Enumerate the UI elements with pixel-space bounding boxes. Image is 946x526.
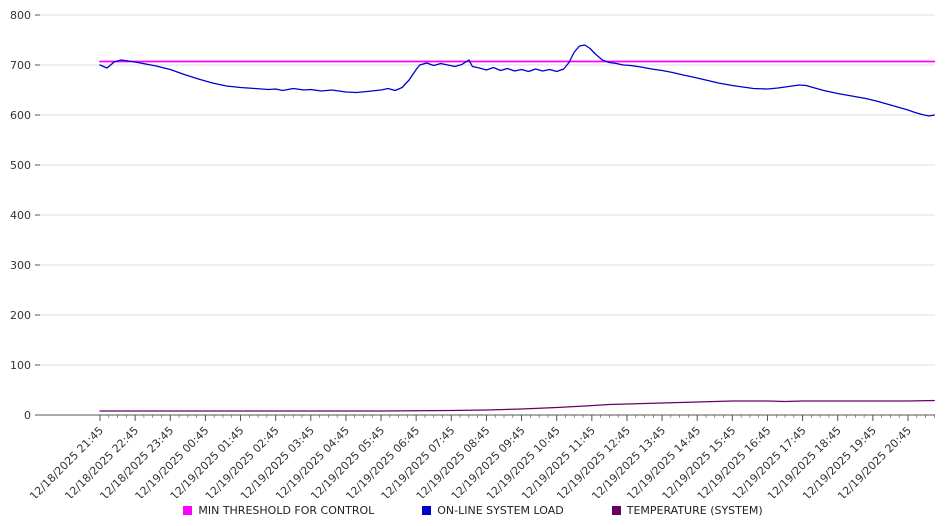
y-tick-label: 500: [10, 159, 31, 172]
y-tick-label: 300: [10, 259, 31, 272]
y-tick-label: 100: [10, 359, 31, 372]
y-tick-label: 0: [24, 409, 31, 422]
y-tick-label: 200: [10, 309, 31, 322]
legend-swatch-icon: [183, 505, 193, 515]
legend-item: ON-LINE SYSTEM LOAD: [422, 503, 564, 517]
y-tick-label: 700: [10, 59, 31, 72]
legend-item: TEMPERATURE (SYSTEM): [611, 503, 763, 517]
legend-item: MIN THRESHOLD FOR CONTROL: [183, 504, 374, 517]
legend-label: TEMPERATURE (SYSTEM): [626, 503, 763, 517]
y-tick-label: 800: [10, 9, 31, 22]
series-line-on-line-system-load: [99, 44, 935, 117]
legend-label: MIN THRESHOLD FOR CONTROL: [198, 503, 375, 517]
y-tick-label: 600: [10, 109, 31, 122]
legend-swatch-icon: [422, 505, 432, 515]
legend-label: ON-LINE SYSTEM LOAD: [437, 503, 564, 517]
legend-swatch-icon: [611, 505, 621, 515]
chart-legend: MIN THRESHOLD FOR CONTROL ON-LINE SYSTEM …: [0, 496, 946, 524]
y-tick-label: 400: [10, 209, 31, 222]
series-line-temperature-system-: [99, 399, 935, 412]
